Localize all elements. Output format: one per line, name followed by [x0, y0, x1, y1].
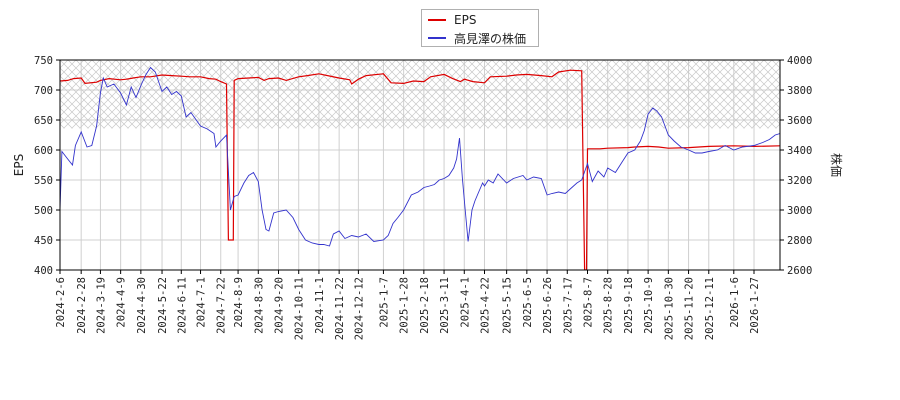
right-tick-label: 3000	[787, 205, 812, 217]
right-tick-label: 3600	[787, 115, 812, 127]
stock-price-series-line	[60, 66, 780, 247]
x-tick-label: 2024-8-9	[233, 277, 245, 328]
x-tick-label: 2025-6-5	[522, 277, 534, 328]
x-tick-label: 2024-9-20	[274, 277, 286, 334]
left-axis-title: EPS	[12, 154, 26, 176]
x-tick-label: 2024-4-30	[136, 277, 148, 334]
right-tick-label: 2800	[787, 235, 812, 247]
legend: EPS 高見澤の株価	[421, 9, 539, 47]
eps-series-line	[60, 69, 780, 270]
x-tick-label: 2025-4-22	[479, 277, 491, 334]
right-tick-label: 3400	[787, 145, 812, 157]
left-tick-label: 400	[34, 265, 53, 277]
x-tick-label: 2025-1-28	[399, 277, 411, 334]
left-tick-label: 550	[34, 175, 53, 187]
plot-frame	[59, 59, 781, 271]
x-tick-label: 2024-2-28	[76, 277, 88, 334]
x-tick-label: 2024-6-11	[176, 277, 188, 334]
x-tick-label: 2024-4-9	[116, 277, 128, 328]
x-tick-label: 2025-12-11	[704, 277, 716, 340]
x-tick-label: 2024-10-11	[294, 277, 306, 340]
x-tick-label: 2024-11-1	[314, 277, 326, 334]
right-axis-title: 株価	[829, 153, 844, 177]
legend-item-stock-price: 高見澤の株価	[428, 30, 526, 46]
x-tick-label: 2025-10-30	[663, 277, 675, 340]
right-tick-label: 3800	[787, 85, 812, 97]
right-tick-label: 2600	[787, 265, 812, 277]
left-y-axis-ticks: 400 450 500 550 600 650 700 750	[34, 55, 60, 277]
right-tick-label: 4000	[787, 55, 812, 67]
x-tick-label: 2026-1-6	[729, 277, 741, 328]
x-tick-label: 2024-11-22	[334, 277, 346, 340]
x-tick-label: 2024-3-19	[95, 277, 107, 334]
x-tick-label: 2024-7-1	[196, 277, 208, 328]
x-tick-label: 2026-1-27	[749, 277, 761, 334]
x-tick-label: 2024-2-6	[55, 277, 67, 328]
x-tick-label: 2024-8-30	[253, 277, 265, 334]
legend-item-eps: EPS	[428, 12, 476, 28]
x-tick-label: 2025-11-20	[684, 277, 696, 340]
x-tick-label: 2024-5-22	[157, 277, 169, 334]
x-tick-label: 2025-2-18	[419, 277, 431, 334]
x-tick-label: 2025-8-28	[603, 277, 615, 334]
x-tick-label: 2025-1-7	[378, 277, 390, 328]
x-tick-label: 2025-9-18	[623, 277, 635, 334]
x-tick-label: 2024-12-12	[353, 277, 365, 340]
x-tick-label: 2025-6-26	[542, 277, 554, 334]
right-y-axis-ticks: 2600 2800 3000 3200 3400 3600 3800 4000	[780, 55, 812, 277]
left-tick-label: 650	[34, 115, 53, 127]
x-tick-label: 2025-8-7	[582, 277, 594, 328]
legend-swatch-stock-price	[428, 37, 446, 39]
x-tick-label: 2025-3-11	[439, 277, 451, 334]
eps-range-hatched-band	[60, 60, 780, 129]
left-tick-label: 500	[34, 205, 53, 217]
x-tick-label: 2025-5-15	[502, 277, 514, 334]
legend-label-eps: EPS	[454, 13, 477, 27]
x-tick-label: 2025-4-1	[459, 277, 471, 328]
x-tick-label: 2025-10-9	[643, 277, 655, 334]
legend-label-stock-price: 高見澤の株価	[454, 31, 527, 46]
x-tick-label: 2025-7-17	[562, 277, 574, 334]
left-tick-label: 450	[34, 235, 53, 247]
left-tick-label: 600	[34, 145, 53, 157]
x-tick-label: 2024-7-22	[216, 277, 228, 334]
left-tick-label: 700	[34, 85, 53, 97]
right-tick-label: 3200	[787, 175, 812, 187]
x-axis-ticks: 2024-2-6 2024-2-28 2024-3-19 2024-4-9 2024-4…	[55, 270, 761, 340]
series-lines	[60, 66, 780, 270]
left-tick-label: 750	[34, 55, 53, 67]
legend-swatch-eps	[428, 19, 446, 21]
